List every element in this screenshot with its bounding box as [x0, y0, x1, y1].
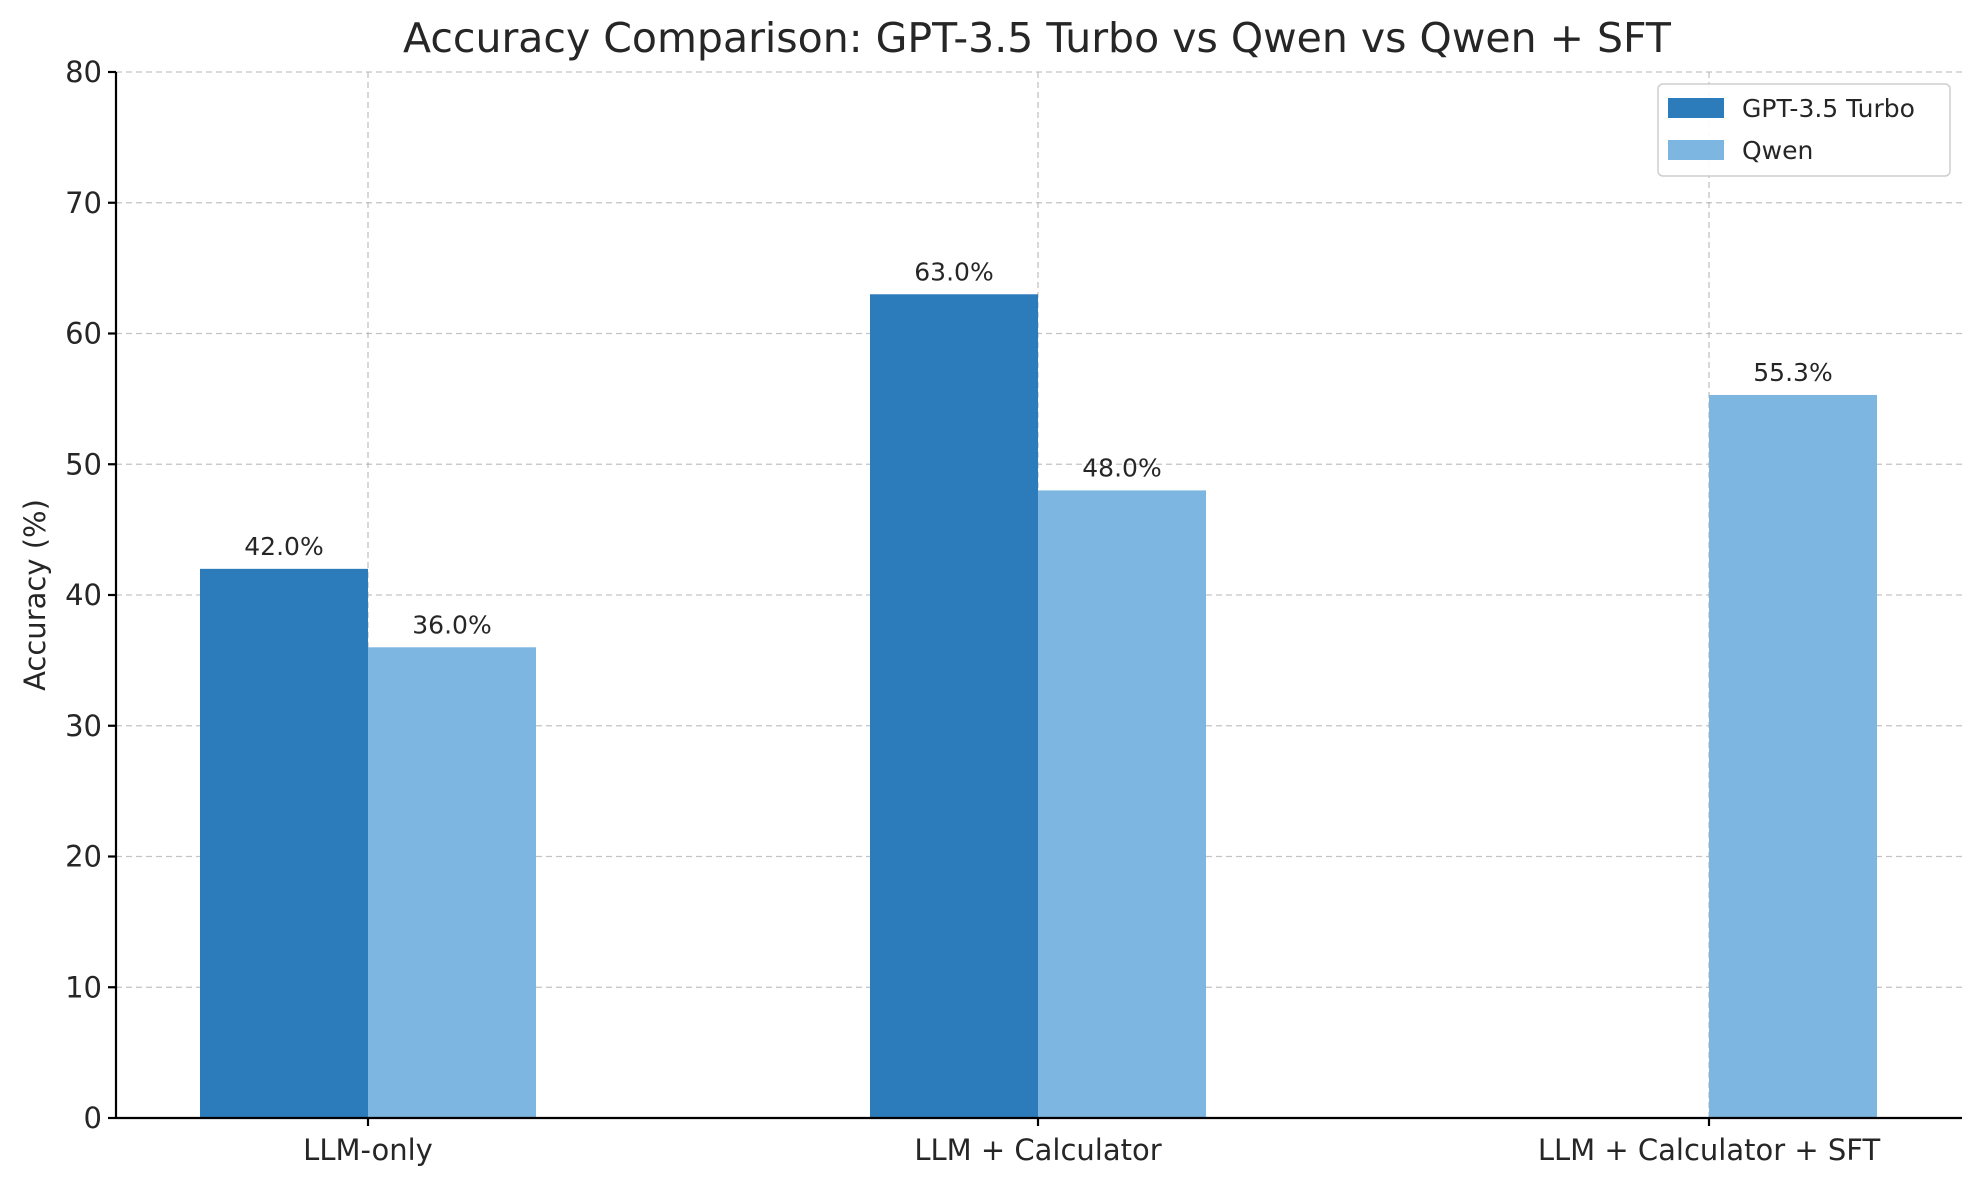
legend: GPT-3.5 Turbo Qwen — [1657, 83, 1951, 177]
y-tick-label: 30 — [65, 709, 102, 743]
bar-gpt — [200, 568, 368, 1118]
axes — [108, 70, 1962, 1126]
bar-value-label: 48.0% — [1082, 453, 1161, 482]
y-tick-label: 60 — [65, 317, 102, 351]
y-tick-label: 70 — [65, 186, 102, 220]
y-tick-label: 0 — [84, 1101, 102, 1135]
y-tick-label: 50 — [65, 447, 102, 481]
y-tick-label: 80 — [65, 55, 102, 89]
y-axis-label: Accuracy (%) — [18, 499, 52, 691]
legend-swatch — [1668, 140, 1724, 160]
x-tick-label: LLM + Calculator + SFT — [1538, 1133, 1881, 1167]
bar-gpt — [870, 294, 1038, 1118]
x-tick-label: LLM + Calculator — [914, 1133, 1161, 1167]
x-tick-label: LLM-only — [303, 1133, 433, 1167]
bar-value-label: 42.0% — [244, 532, 323, 561]
bar-value-label: 63.0% — [914, 257, 993, 286]
bars — [200, 294, 1877, 1118]
legend-entry: GPT-3.5 Turbo — [1742, 94, 1915, 123]
tick-labels: 0 10 20 30 40 50 60 70 80 LLM-only LLM + Calculato… — [65, 55, 1880, 1167]
bar-value-label: 55.3% — [1753, 358, 1832, 387]
bar-value-label: 36.0% — [412, 610, 491, 639]
chart-title: Accuracy Comparison: GPT-3.5 Turbo vs Qw… — [403, 14, 1672, 62]
bar-qwen — [1038, 490, 1206, 1118]
legend-entry: Qwen — [1742, 136, 1813, 165]
y-tick-label: 20 — [65, 840, 102, 874]
bar-qwen — [1709, 394, 1877, 1118]
bar-qwen — [368, 647, 536, 1118]
data-labels: 42.0% 63.0% 36.0% 48.0% 55.3% — [244, 257, 1832, 639]
y-tick-label: 40 — [65, 578, 102, 612]
legend-swatch — [1668, 98, 1724, 118]
legend-box — [1657, 83, 1951, 177]
y-tick-label: 10 — [65, 970, 102, 1004]
